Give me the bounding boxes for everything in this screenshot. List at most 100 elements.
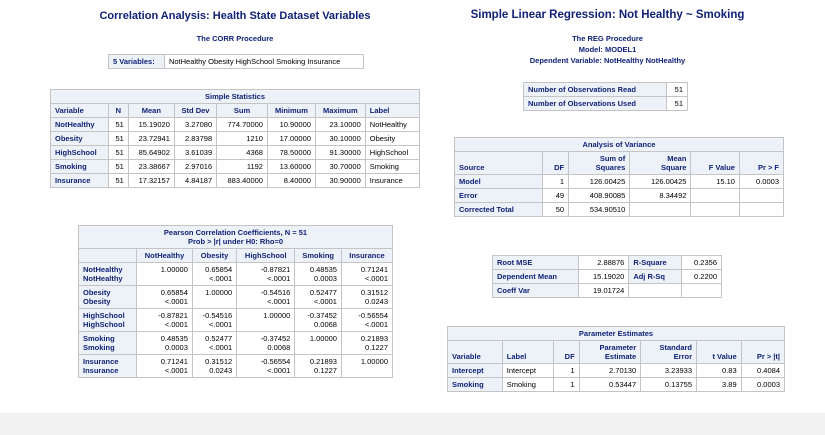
table-title: Analysis of Variance xyxy=(454,137,784,152)
cell: Smoking xyxy=(364,159,421,174)
cell: 51 xyxy=(107,159,129,174)
cell: 2.70130 xyxy=(578,363,642,378)
cell: 1192 xyxy=(216,159,268,174)
column-header: Obesity xyxy=(191,248,238,263)
column-header: Mean Square xyxy=(629,151,692,175)
empty-cell xyxy=(629,202,692,217)
cell: 49 xyxy=(541,188,570,203)
cell: 0.83 xyxy=(696,363,742,378)
column-header: Mean xyxy=(127,103,175,118)
right-subtitle: The REG Procedure xyxy=(572,34,643,43)
cell-line: -0.37452 xyxy=(307,311,337,320)
column-header: t Value xyxy=(696,340,742,364)
cell: 17.00000 xyxy=(266,131,316,146)
column-header: Label xyxy=(501,340,555,364)
cell: 0.21893 0.1227 xyxy=(294,354,342,378)
empty-cell xyxy=(628,283,683,298)
cell-line: Error xyxy=(673,352,693,361)
cell-line: Standard xyxy=(659,343,693,352)
cell-line: -0.56554 xyxy=(260,357,291,366)
fit-table: Root MSE 2.88876 R-Square 0.2356 Dependent M… xyxy=(491,255,722,298)
cell-line: 0.0243 xyxy=(209,366,233,375)
cell-line: Insurance xyxy=(83,357,119,366)
cell-line: <.0001 xyxy=(209,320,233,329)
row-header: HighSchool HighSchool xyxy=(77,308,138,332)
cell-line: -0.37452 xyxy=(260,334,291,343)
cell-line: HighSchool xyxy=(83,320,125,329)
row: Intercept Intercept 1 2.70130 3.23933 0.83 0.4… xyxy=(447,363,786,378)
cell-line: Smoking xyxy=(83,334,115,343)
cell: HighSchool xyxy=(364,145,421,160)
cell: Insurance xyxy=(364,173,421,188)
cell: -0.56554 <.0001 xyxy=(340,308,394,332)
column-header: Parameter Estimate xyxy=(578,340,642,364)
cell: 0.52477 <.0001 xyxy=(191,331,238,355)
row-header: Adj R-Sq xyxy=(628,269,683,284)
cell: 0.65854 <.0001 xyxy=(191,262,238,286)
cell: 0.2356 xyxy=(681,255,722,270)
row-header: Smoking Smoking xyxy=(77,331,138,355)
cell-line: Squares xyxy=(595,163,626,172)
column-header: Maximum xyxy=(314,103,366,118)
cell-line: -0.87821 xyxy=(158,311,188,320)
column-header: DF xyxy=(541,151,570,175)
cell: 0.2200 xyxy=(681,269,722,284)
cell: 0.4084 xyxy=(740,363,786,378)
cell-line: 0.65854 xyxy=(205,265,233,274)
cell: 774.70000 xyxy=(216,117,268,132)
cell: 30.10000 xyxy=(314,131,366,146)
cell-line: 0.65854 xyxy=(160,288,188,297)
cell-line: 0.21893 xyxy=(309,357,337,366)
cell-line: 0.0068 xyxy=(314,320,337,329)
cell-line: Sum of xyxy=(599,154,626,163)
row-header: Coeff Var xyxy=(491,283,580,298)
cell: 0.53447 xyxy=(578,377,642,392)
cell: 126.00425 xyxy=(568,174,631,189)
cell-line: -0.56554 xyxy=(358,311,388,320)
cell: Smoking xyxy=(501,377,555,392)
row: Model 1 126.00425 126.00425 15.10 0.0003 xyxy=(454,174,785,189)
left-subtitle: The CORR Procedure xyxy=(196,34,274,43)
row: Coeff Var 19.01724 xyxy=(491,283,722,298)
cell: 0.71241 <.0001 xyxy=(340,262,394,286)
column-header: DF xyxy=(553,340,580,364)
cell-line: Estimate xyxy=(604,352,637,361)
column-header: Standard Error xyxy=(640,340,698,364)
row-header: Insurance xyxy=(50,173,109,188)
cell-line: <.0001 xyxy=(364,320,388,329)
cell-line: 0.0243 xyxy=(365,297,388,306)
row: Obesity Obesity 0.65854 <.0001 1.00000 -0.545… xyxy=(77,285,394,309)
row-header: Obesity xyxy=(50,131,109,146)
empty-cell xyxy=(690,188,740,203)
cell-line: 0.31512 xyxy=(360,288,388,297)
cell: 1.00000 xyxy=(340,354,394,378)
variables-label: 5 Variables: xyxy=(108,54,165,69)
cell: 3.89 xyxy=(696,377,742,392)
row-header: NotHealthy NotHealthy xyxy=(77,262,138,286)
cell-line: Square xyxy=(661,163,687,172)
cell: 51 xyxy=(107,131,129,146)
cell: 126.00425 xyxy=(629,174,692,189)
cell: Intercept xyxy=(501,363,555,378)
row-header: Smoking xyxy=(50,159,109,174)
row: Corrected Total 50 534.90510 xyxy=(454,202,785,217)
cell-line: 0.21893 xyxy=(360,334,388,343)
table-title: Parameter Estimates xyxy=(447,326,785,341)
column-header: Variable xyxy=(50,103,109,118)
cell-line: -0.87821 xyxy=(260,265,291,274)
row-header: Obesity Obesity xyxy=(77,285,138,309)
cell-line: 0.52477 xyxy=(309,288,337,297)
column-header: Sum xyxy=(216,103,268,118)
cell-line: Insurance xyxy=(83,366,119,375)
observations-table: Number of Observations Read 51 Number of O… xyxy=(523,82,689,111)
cell-line: 0.0003 xyxy=(164,343,188,352)
cell-line: <.0001 xyxy=(164,366,188,375)
cell: 3.61039 xyxy=(173,145,218,160)
column-header: F Value xyxy=(690,151,740,175)
cell: 1210 xyxy=(216,131,268,146)
row-header: Error xyxy=(454,188,543,203)
cell-line: Smoking xyxy=(83,343,115,352)
title-row: Simple Statistics xyxy=(50,89,420,104)
cell-line: Mean xyxy=(667,154,687,163)
cell: 0.21893 0.1227 xyxy=(340,331,394,355)
